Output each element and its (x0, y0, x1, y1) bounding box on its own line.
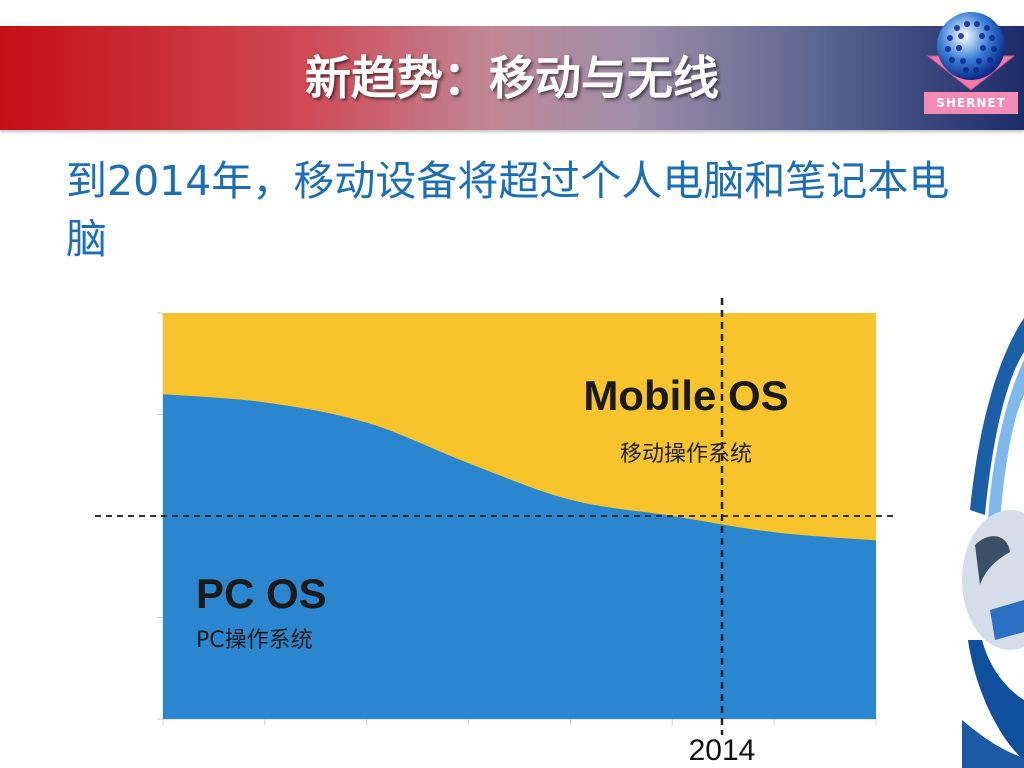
logo-text: SHERNET (936, 96, 1006, 110)
slide-subtitle: 到2014年，移动设备将超过个人电脑和笔记本电脑 (66, 157, 950, 263)
pc-os-sublabel: PC操作系统 (196, 628, 313, 653)
mobile-os-label: Mobile OS (583, 372, 788, 419)
x-tick-label-2014: 2014 (689, 734, 756, 767)
shernet-logo: SHERNET (922, 6, 1020, 126)
title-bar: 新趋势：移动与无线 (0, 26, 1024, 130)
slide-title: 新趋势：移动与无线 (305, 51, 719, 105)
pc-os-area (163, 394, 876, 719)
mobile-os-sublabel: 移动操作系统 (620, 442, 752, 467)
pc-os-label: PC OS (196, 570, 327, 617)
